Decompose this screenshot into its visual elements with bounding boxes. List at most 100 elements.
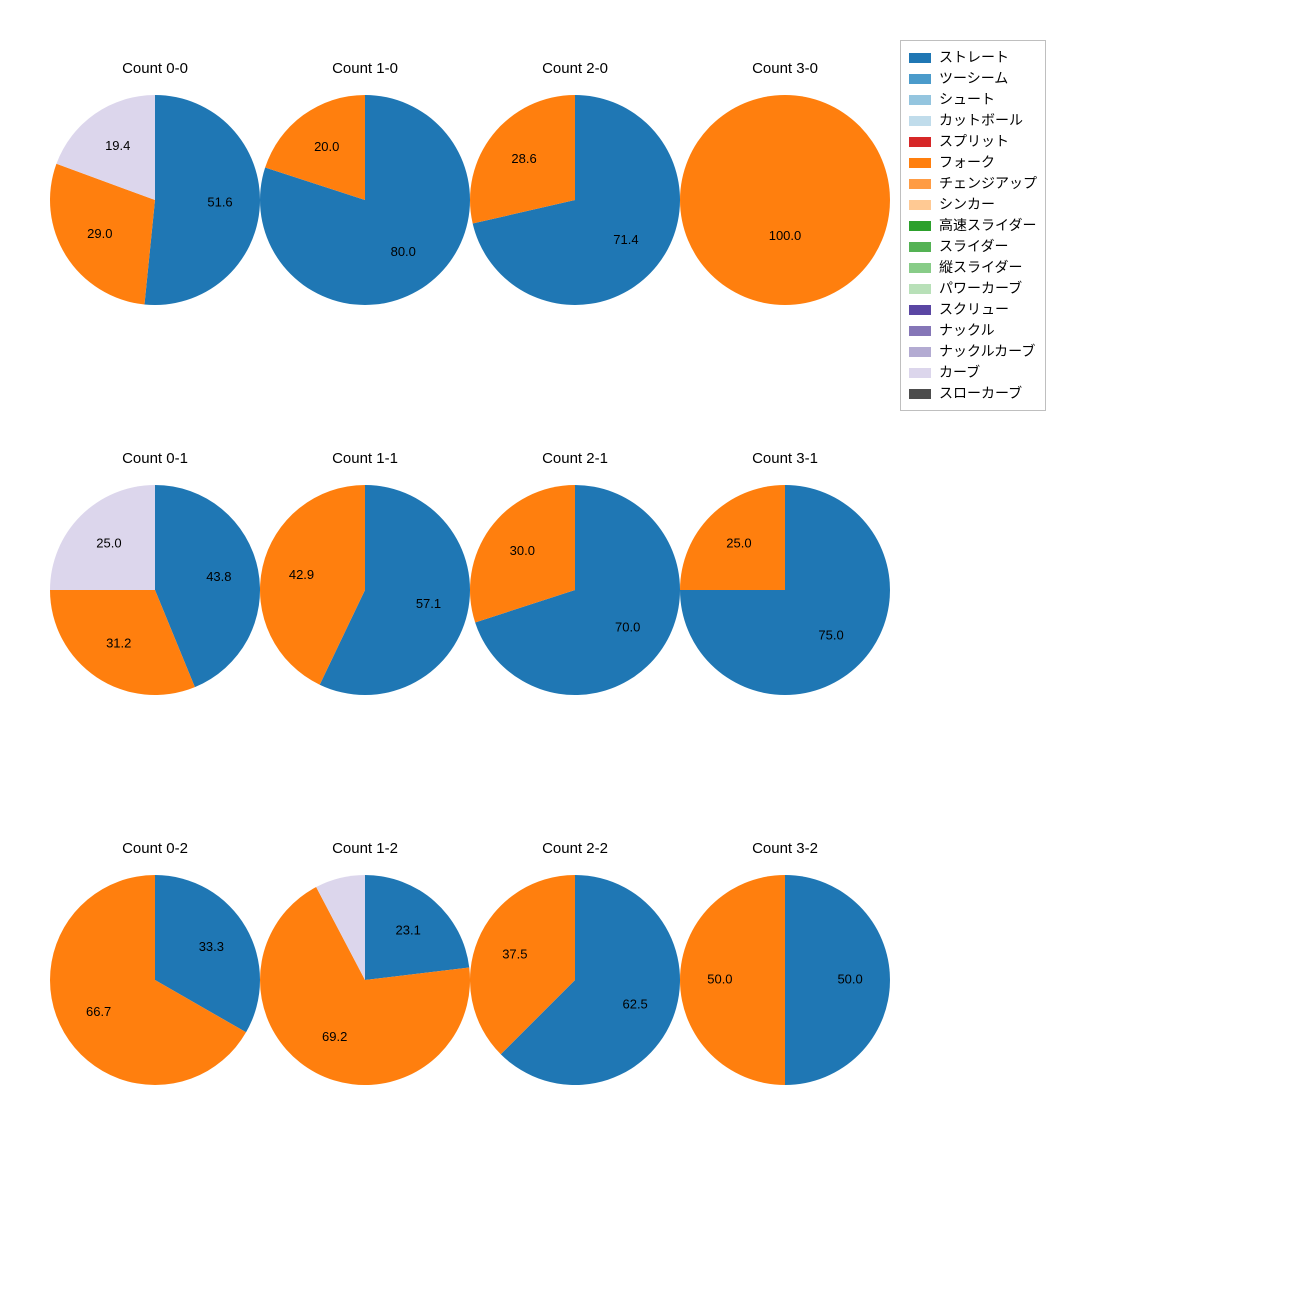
legend-label: フォーク xyxy=(939,152,995,173)
slice-label: 33.3 xyxy=(199,939,224,954)
slice-label: 25.0 xyxy=(96,535,121,550)
legend-swatch xyxy=(909,74,931,84)
slice-label: 70.0 xyxy=(615,620,640,635)
pie-chart: Count 3-0100.0 xyxy=(680,60,890,340)
legend-item: ナックルカーブ xyxy=(909,341,1037,362)
legend-item: シンカー xyxy=(909,194,1037,215)
legend-swatch xyxy=(909,242,931,252)
legend-label: ナックルカーブ xyxy=(939,341,1035,362)
legend-item: フォーク xyxy=(909,152,1037,173)
legend-item: スプリット xyxy=(909,131,1037,152)
pie-holder: 33.3 66.7 xyxy=(50,875,260,1085)
pie-chart: Count 3-2 50.0 50.0 xyxy=(680,840,890,1120)
chart-title: Count 0-1 xyxy=(50,450,260,467)
legend-label: 高速スライダー xyxy=(939,215,1036,236)
legend-swatch xyxy=(909,326,931,336)
legend-item: シュート xyxy=(909,89,1037,110)
pie-slice xyxy=(680,95,890,305)
chart-title: Count 2-2 xyxy=(470,840,680,857)
pie-chart: Count 0-051.629.019.4 xyxy=(50,60,260,340)
chart-title: Count 1-2 xyxy=(260,840,470,857)
chart-title: Count 3-1 xyxy=(680,450,890,467)
slice-label: 50.0 xyxy=(707,971,732,986)
legend-label: ツーシーム xyxy=(939,68,1008,89)
legend-swatch xyxy=(909,200,931,210)
legend-label: スローカーブ xyxy=(939,383,1022,404)
legend-label: カーブ xyxy=(939,362,980,383)
legend-swatch xyxy=(909,53,931,63)
legend-swatch xyxy=(909,116,931,126)
legend-swatch xyxy=(909,179,931,189)
chart-title: Count 2-0 xyxy=(470,60,680,77)
pie-chart: Count 2-1 70.0 30.0 xyxy=(470,450,680,730)
pie-holder: 75.0 25.0 xyxy=(680,485,890,695)
slice-label: 31.2 xyxy=(106,636,131,651)
slice-label: 62.5 xyxy=(622,996,647,1011)
slice-label: 66.7 xyxy=(86,1004,111,1019)
legend-item: カーブ xyxy=(909,362,1037,383)
pie-chart: Count 2-2 62.5 37.5 xyxy=(470,840,680,1120)
pie-holder: 51.629.019.4 xyxy=(50,95,260,305)
slice-label: 100.0 xyxy=(769,228,802,243)
pie-holder: 57.1 42.9 xyxy=(260,485,470,695)
chart-title: Count 0-2 xyxy=(50,840,260,857)
legend-swatch xyxy=(909,347,931,357)
pie-chart: Count 1-157.142.9 xyxy=(260,450,470,730)
pie-chart: Count 1-0 80.020.0 xyxy=(260,60,470,340)
slice-label: 28.6 xyxy=(511,151,536,166)
slice-label: 69.2 xyxy=(322,1029,347,1044)
legend-item: ツーシーム xyxy=(909,68,1037,89)
slice-label: 30.0 xyxy=(510,543,535,558)
legend-item: 縦スライダー xyxy=(909,257,1037,278)
pie-holder: 43.831.225.0 xyxy=(50,485,260,695)
legend-item: ストレート xyxy=(909,47,1037,68)
slice-label: 75.0 xyxy=(818,627,843,642)
slice-label: 50.0 xyxy=(837,971,862,986)
legend-item: カットボール xyxy=(909,110,1037,131)
pie-chart: Count 0-143.831.225.0 xyxy=(50,450,260,730)
legend-label: スクリュー xyxy=(939,299,1009,320)
legend-swatch xyxy=(909,158,931,168)
legend-label: パワーカーブ xyxy=(939,278,1022,299)
pie-slice xyxy=(144,95,260,305)
legend-label: チェンジアップ xyxy=(939,173,1037,194)
legend-item: チェンジアップ xyxy=(909,173,1037,194)
legend-label: スプリット xyxy=(939,131,1009,152)
legend-label: シュート xyxy=(939,89,995,110)
legend-swatch xyxy=(909,263,931,273)
chart-title: Count 1-0 xyxy=(260,60,470,77)
legend-swatch xyxy=(909,305,931,315)
slice-label: 25.0 xyxy=(726,535,751,550)
pie-holder: 71.428.6 xyxy=(470,95,680,305)
pie-holder: 50.0 50.0 xyxy=(680,875,890,1085)
pie-chart: Count 3-1 75.0 25.0 xyxy=(680,450,890,730)
legend-swatch xyxy=(909,95,931,105)
pie-chart: Count 2-0 71.428.6 xyxy=(470,60,680,340)
pie-holder: 80.020.0 xyxy=(260,95,470,305)
slice-label: 51.6 xyxy=(207,195,232,210)
legend-swatch xyxy=(909,284,931,294)
legend-label: カットボール xyxy=(939,110,1023,131)
pie-holder: 62.5 37.5 xyxy=(470,875,680,1085)
slice-label: 23.1 xyxy=(396,923,421,938)
pie-holder: 23.1 69.2 xyxy=(260,875,470,1085)
chart-title: Count 2-1 xyxy=(470,450,680,467)
legend-swatch xyxy=(909,368,931,378)
slice-label: 29.0 xyxy=(87,226,112,241)
legend-item: スライダー xyxy=(909,236,1037,257)
slice-label: 80.0 xyxy=(391,244,416,259)
chart-title: Count 0-0 xyxy=(50,60,260,77)
slice-label: 57.1 xyxy=(416,596,441,611)
chart-grid: Count 0-051.629.019.4Count 1-080.020.0Co… xyxy=(0,0,1300,1300)
legend-item: スローカーブ xyxy=(909,383,1037,404)
pie-chart: Count 1-2 23.1 69.2 xyxy=(260,840,470,1120)
slice-label: 37.5 xyxy=(502,947,527,962)
pie-holder: 70.0 30.0 xyxy=(470,485,680,695)
pie-chart: Count 0-2 33.3 66.7 xyxy=(50,840,260,1120)
pie-holder: 100.0 xyxy=(680,95,890,305)
legend-item: ナックル xyxy=(909,320,1037,341)
legend: ストレートツーシームシュートカットボールスプリットフォークチェンジアップシンカー… xyxy=(900,40,1046,411)
legend-label: 縦スライダー xyxy=(939,257,1022,278)
slice-label: 42.9 xyxy=(289,567,314,582)
chart-title: Count 3-2 xyxy=(680,840,890,857)
